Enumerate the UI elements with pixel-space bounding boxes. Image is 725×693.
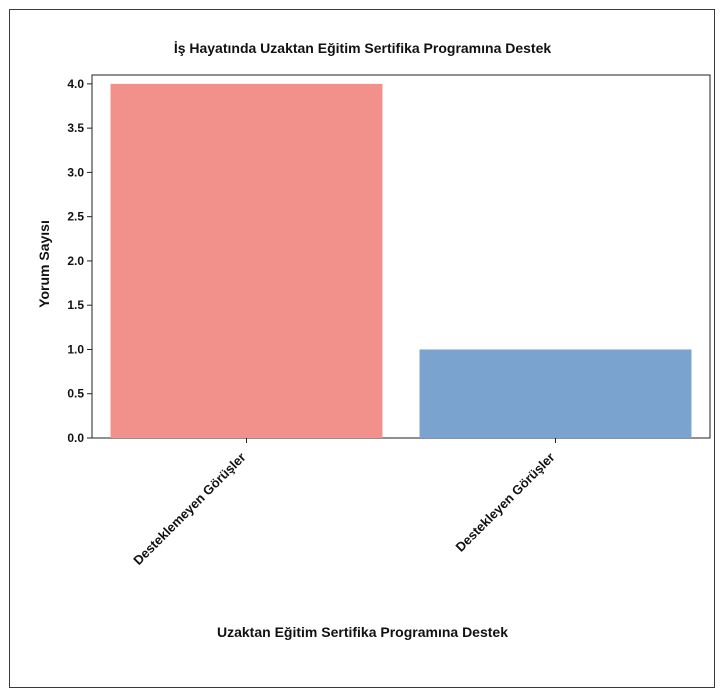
y-tick-label: 0.5 (67, 387, 84, 401)
y-tick-label: 2.5 (67, 210, 84, 224)
plot-area-border (91, 74, 711, 439)
bar-1 (110, 83, 383, 438)
y-tick-label: 4.0 (67, 77, 84, 91)
y-tick-label: 1.5 (67, 298, 84, 312)
bars-group (110, 83, 692, 438)
y-tick-label: 0.0 (67, 431, 84, 445)
y-axis: 0.0 0.5 1.0 1.5 2.0 2.5 3.0 3.5 4.0 (67, 77, 92, 445)
x-tick-label: Desteklemeyen Görüşler (130, 450, 248, 568)
bar-2 (419, 349, 692, 438)
x-axis: Desteklemeyen Görüşler Destekleyen Görüşl… (130, 438, 558, 568)
x-tick-label: Destekleyen Görüşler (452, 450, 557, 555)
y-tick-label: 3.0 (67, 165, 84, 179)
chart-title: İş Hayatında Uzaktan Eğitim Sertifika Pr… (173, 40, 552, 56)
y-tick-label: 2.0 (67, 254, 84, 268)
x-axis-title: Uzaktan Eğitim Sertifika Programına Dest… (217, 624, 508, 640)
y-tick-label: 3.5 (67, 121, 84, 135)
y-tick-label: 1.0 (67, 342, 84, 356)
